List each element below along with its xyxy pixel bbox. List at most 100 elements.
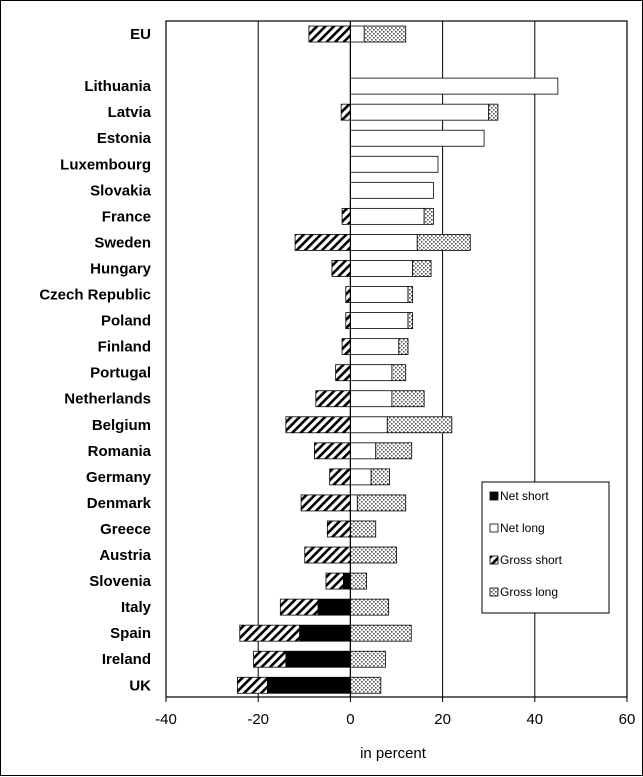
legend-swatch: [489, 491, 499, 501]
x-tick-label: 40: [526, 711, 543, 728]
bar-net-short: [343, 572, 351, 590]
legend-swatch: [489, 523, 499, 533]
bar-gross-short: [253, 650, 287, 668]
bar-net-long: [349, 181, 434, 199]
bars: [237, 21, 559, 697]
bar-gross-long: [349, 676, 382, 694]
bar-net-long: [349, 416, 388, 434]
legend-swatch: [489, 587, 499, 597]
bar-gross-long: [391, 364, 407, 382]
bar-net-short: [267, 676, 351, 694]
bar-gross-long: [398, 338, 409, 356]
category-label: Latvia: [108, 104, 152, 121]
legend-swatch: [489, 555, 499, 565]
bar-net-short: [317, 598, 351, 616]
category-label: Greece: [100, 521, 151, 538]
bar-gross-long: [391, 390, 425, 408]
bar-gross-short: [341, 207, 351, 225]
category-labels: EU Lithuania Latvia Estonia Luxembourg Slovak…: [39, 26, 151, 694]
category-label: Belgium: [92, 417, 151, 434]
bar-gross-long: [349, 624, 412, 642]
bar-gross-long: [349, 650, 386, 668]
category-label: UK: [129, 677, 151, 694]
bar-gross-long: [349, 572, 367, 590]
bar-net-long: [349, 234, 418, 251]
bar-net-long: [349, 390, 393, 408]
bar-gross-short: [315, 390, 351, 408]
bar-net-long: [349, 129, 485, 147]
bar-net-long: [349, 286, 409, 303]
bar-gross-short: [341, 338, 351, 356]
bar-gross-long: [407, 312, 414, 329]
plot-area-border: [165, 20, 628, 698]
bar-gross-long: [349, 546, 397, 564]
category-label: Denmark: [87, 495, 152, 512]
category-label: Poland: [101, 313, 151, 330]
x-tick-label: 20: [434, 711, 451, 728]
bar-gross-short: [300, 494, 351, 512]
category-label: Finland: [98, 339, 151, 356]
x-tick-label: -40: [155, 711, 177, 728]
category-label: Italy: [121, 599, 152, 616]
bar-gross-short: [335, 364, 351, 382]
x-tick-label: 60: [619, 711, 636, 728]
category-label: Hungary: [90, 260, 152, 277]
legend: Net short Net long Gross short Gross long: [481, 481, 610, 614]
bar-gross-short: [314, 442, 351, 460]
category-label: EU: [130, 26, 151, 43]
bar-net-long: [349, 338, 400, 356]
bar-gross-short: [285, 416, 351, 434]
category-label: Luxembourg: [60, 156, 151, 173]
x-axis-label: in percent: [360, 745, 427, 762]
bar-gross-short: [326, 520, 351, 538]
category-label: Germany: [86, 469, 152, 486]
bar-gross-short: [294, 234, 351, 251]
category-label: Portugal: [90, 365, 151, 382]
bar-net-long: [349, 364, 393, 382]
bar-gross-long: [488, 103, 499, 121]
category-label: Austria: [99, 547, 151, 564]
bar-gross-short: [325, 572, 344, 590]
bar-net-long: [349, 442, 377, 460]
bar-gross-long: [363, 25, 407, 43]
bar-net-short: [285, 650, 351, 668]
bar-net-long: [349, 494, 358, 512]
bar-gross-long: [375, 442, 413, 460]
bar-net-long: [349, 207, 425, 225]
bar-gross-long: [356, 494, 407, 512]
bar-net-long: [349, 77, 559, 95]
category-label: Slovenia: [89, 573, 151, 590]
legend-label: Gross long: [500, 585, 558, 599]
plot-area: [165, 20, 628, 698]
bar-net-long: [349, 155, 439, 173]
bar-gross-short: [237, 676, 268, 694]
category-label: Ireland: [102, 651, 151, 668]
bar-gross-long: [349, 598, 390, 616]
category-label: Sweden: [94, 234, 151, 251]
bar-gross-short: [340, 103, 351, 121]
legend-box: [481, 481, 610, 614]
legend-label: Net short: [500, 489, 549, 503]
bar-gross-short: [345, 286, 351, 303]
bar-gross-long: [386, 416, 453, 434]
category-label: Estonia: [97, 130, 152, 147]
bar-gross-long: [412, 260, 432, 277]
category-label: Netherlands: [64, 391, 151, 408]
category-label: Slovakia: [90, 182, 152, 199]
bar-gross-short: [345, 312, 351, 329]
bar-gross-short: [329, 468, 351, 486]
bar-gross-long: [416, 234, 471, 251]
bar-gross-short: [331, 260, 351, 277]
bar-net-long: [349, 260, 414, 277]
bar-net-long: [349, 312, 409, 329]
category-label: France: [102, 208, 151, 225]
bar-gross-long: [349, 520, 377, 538]
legend-label: Gross short: [500, 553, 563, 567]
category-label: Spain: [110, 625, 151, 642]
x-tick-labels: -40 -20 0 20 40 60: [155, 697, 635, 728]
bar-net-long: [349, 103, 490, 121]
x-tick-label: 0: [346, 711, 354, 728]
bar-gross-long: [407, 286, 414, 303]
bar-gross-long: [423, 207, 434, 225]
